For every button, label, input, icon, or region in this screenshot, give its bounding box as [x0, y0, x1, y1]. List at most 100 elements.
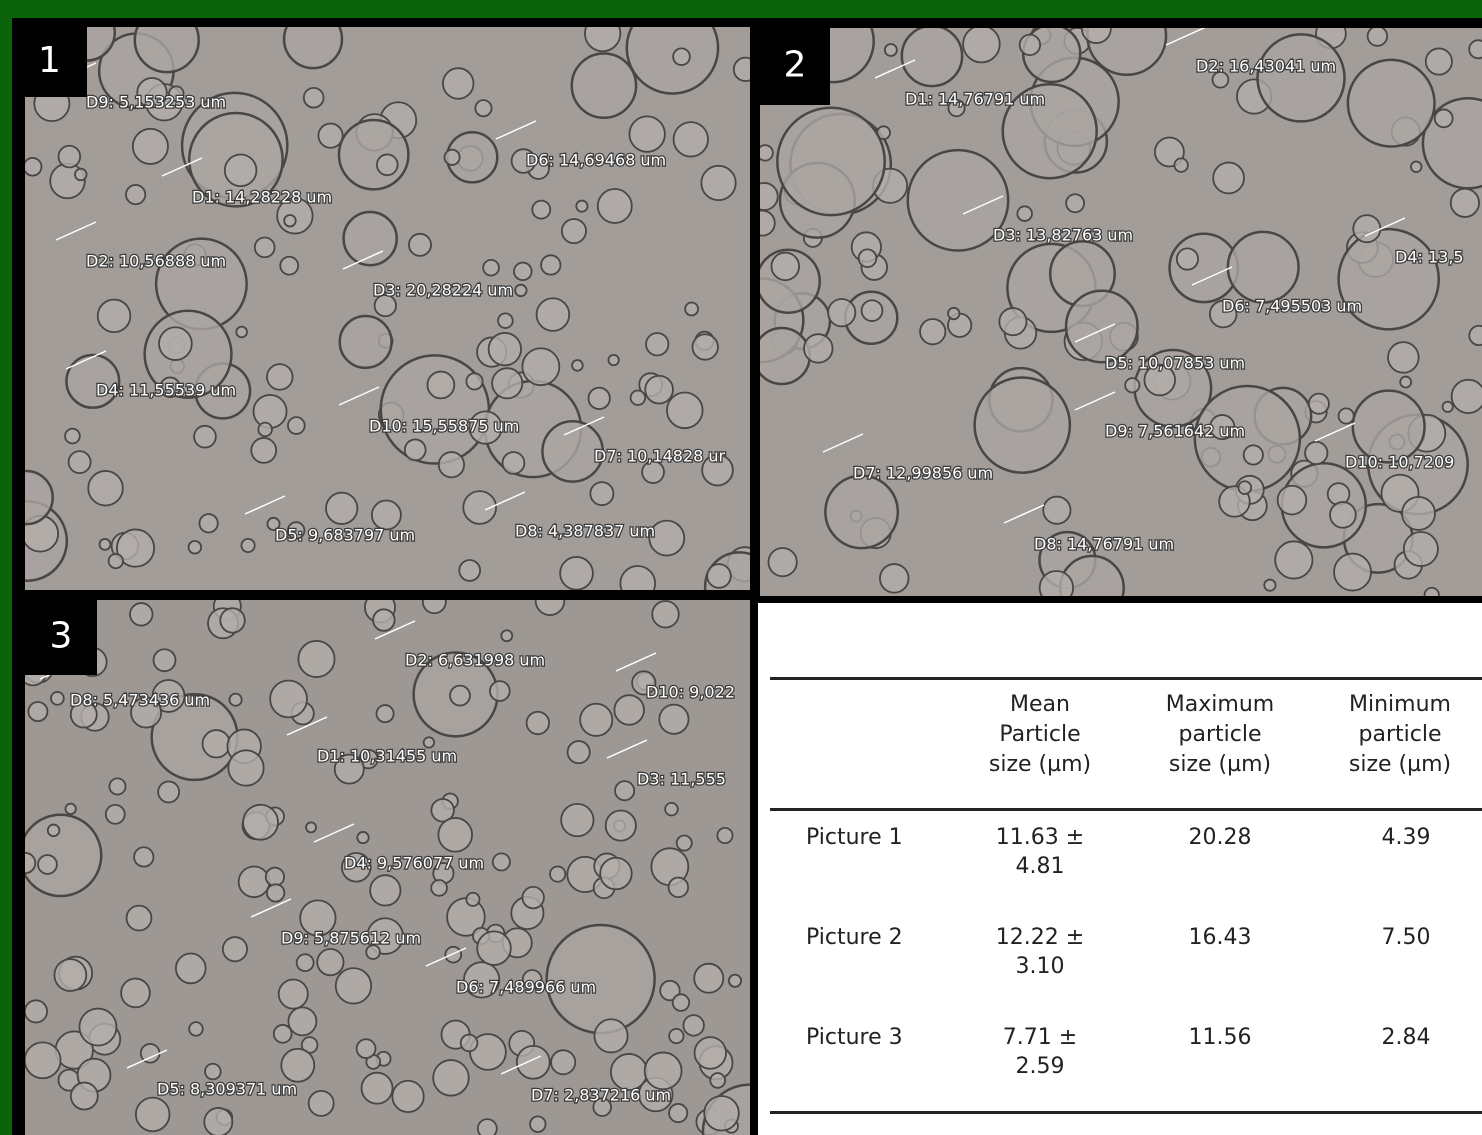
cell — [598, 189, 632, 223]
cell — [588, 388, 609, 409]
cell — [98, 300, 131, 333]
cell — [1174, 158, 1188, 172]
cell — [963, 28, 1000, 62]
cell — [336, 968, 371, 1003]
cell — [677, 835, 692, 850]
cell — [158, 781, 179, 802]
cell — [760, 328, 810, 384]
cell — [514, 263, 532, 281]
cell — [1177, 248, 1198, 269]
cell — [109, 554, 123, 568]
cell — [1443, 402, 1453, 412]
cell — [279, 979, 308, 1008]
cell — [225, 155, 257, 187]
cell — [267, 364, 293, 390]
cell — [646, 333, 668, 355]
cell — [489, 333, 521, 365]
cell — [1238, 481, 1251, 494]
cell — [701, 166, 735, 200]
cell — [370, 875, 400, 905]
cell — [255, 237, 275, 257]
table-cell: 11.56 — [1110, 1011, 1330, 1113]
cell — [326, 493, 357, 524]
cell — [121, 979, 150, 1008]
cell — [459, 560, 480, 581]
micrograph-panel: D2: 6,631998 umD8: 5,473436 umD10: 9,022… — [25, 600, 750, 1135]
cell — [629, 116, 664, 151]
cell — [859, 249, 877, 267]
cell — [1278, 486, 1307, 515]
cell — [483, 260, 499, 276]
table-cell: 11.63 ± 4.81 — [970, 810, 1110, 912]
cell — [1402, 497, 1435, 530]
measurement-label: D8: 14,76791 um — [1034, 535, 1174, 554]
table-cell: 7.71 ± 2.59 — [970, 1011, 1110, 1113]
cell — [576, 201, 587, 212]
measurement-label: D3: 13,82763 um — [993, 226, 1133, 245]
cell — [652, 601, 678, 627]
cell — [466, 893, 479, 906]
cell — [498, 313, 513, 328]
cell — [568, 741, 590, 763]
cell — [1213, 163, 1244, 194]
cell — [79, 1009, 116, 1046]
cell — [694, 964, 723, 993]
cell — [1353, 215, 1380, 242]
cell — [199, 514, 217, 532]
cell — [1020, 35, 1040, 55]
cell — [522, 887, 543, 908]
cell — [771, 253, 799, 281]
cell — [1411, 161, 1422, 172]
cell — [258, 423, 272, 437]
row-label: Picture 2 — [770, 911, 970, 1011]
measurement-label: D1: 14,28228 um — [192, 188, 332, 207]
measurement-label: D2: 16,43041 um — [1196, 57, 1336, 76]
cell — [38, 855, 57, 874]
cell — [130, 603, 153, 626]
measurement-label: D2: 6,631998 um — [405, 651, 545, 670]
cell — [1388, 342, 1419, 373]
measurement-label: D3: 20,28224 um — [373, 281, 513, 300]
table-cell: 20.28 — [1110, 810, 1330, 912]
cell — [59, 146, 81, 168]
cell — [189, 541, 202, 554]
cell — [339, 120, 408, 189]
cell — [100, 539, 111, 550]
cell — [560, 557, 593, 590]
cell — [669, 878, 689, 898]
header-cell: Mean Particle size (µm) — [970, 679, 1110, 810]
table-area: Mean Particle size (µm) Maximum particle… — [758, 603, 1482, 1135]
cell — [1368, 28, 1388, 46]
cell — [561, 804, 593, 836]
cell — [466, 373, 482, 389]
measurement-label: D9: 5,153253 um — [86, 93, 226, 112]
cell — [1066, 194, 1084, 212]
cell — [493, 853, 510, 870]
cell — [1275, 541, 1312, 578]
cell — [562, 219, 586, 243]
cell — [478, 1119, 497, 1135]
cell — [1469, 40, 1482, 58]
cell — [340, 316, 392, 368]
cell — [444, 150, 459, 165]
cell — [204, 1108, 232, 1135]
cell — [409, 234, 431, 256]
cell — [1425, 588, 1439, 596]
cell — [1043, 497, 1070, 524]
measurement-label: D6: 7,489966 um — [456, 978, 596, 997]
cell — [673, 48, 690, 65]
cell — [551, 1050, 575, 1074]
cell — [357, 832, 368, 843]
cell — [631, 390, 646, 405]
cell — [106, 805, 125, 824]
cell — [475, 100, 491, 116]
cell — [580, 704, 612, 736]
cell — [220, 608, 244, 632]
cell — [284, 215, 296, 227]
cell — [645, 376, 673, 404]
cell — [281, 1049, 314, 1082]
results-table: Mean Particle size (µm) Maximum particle… — [770, 677, 1482, 1114]
table-row: Picture 37.71 ± 2.5911.562.84 — [770, 1011, 1482, 1113]
cell — [760, 145, 773, 160]
